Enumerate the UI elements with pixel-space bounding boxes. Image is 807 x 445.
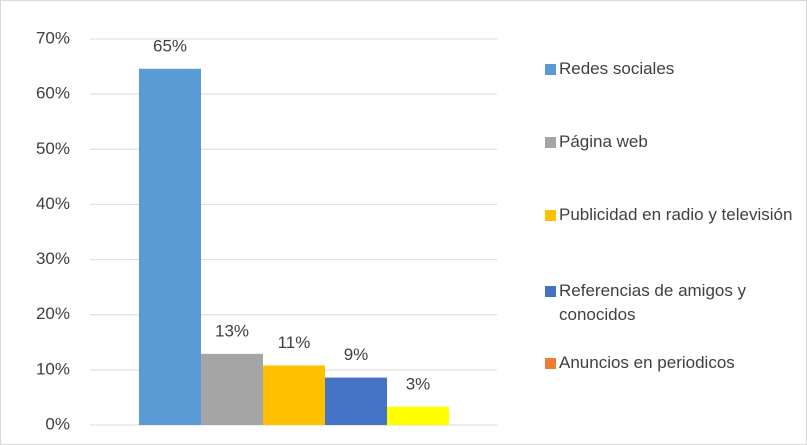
data-label: 65% [153, 36, 187, 55]
bar [263, 365, 325, 425]
legend-item: Referencias de amigos y conocidos [545, 279, 795, 327]
bar [325, 377, 387, 425]
y-tick-label: 30% [36, 249, 70, 268]
legend-swatch [545, 358, 556, 369]
y-tick-label: 50% [36, 139, 70, 158]
y-tick-label: 10% [36, 359, 70, 378]
data-label: 9% [344, 345, 369, 364]
bar [201, 353, 263, 425]
legend-label: Redes sociales [559, 59, 675, 78]
data-label: 11% [278, 333, 311, 352]
bar [139, 68, 201, 425]
y-tick-label: 0% [45, 414, 70, 433]
bar [387, 406, 449, 425]
y-tick-label: 40% [36, 194, 70, 213]
y-tick-label: 20% [36, 304, 70, 323]
legend-item: Publicidad en radio y televisión [545, 203, 795, 227]
data-label: 13% [215, 321, 249, 340]
legend-swatch [545, 64, 556, 75]
legend-item: Página web [545, 130, 795, 154]
legend-item: Anuncios en periodicos [545, 351, 795, 375]
legend-swatch [545, 137, 556, 148]
data-label: 3% [406, 374, 431, 393]
y-tick-label: 60% [36, 84, 70, 103]
legend-label: Anuncios en periodicos [559, 353, 735, 372]
legend-label: Publicidad en radio y televisión [559, 205, 793, 224]
legend-swatch [545, 286, 556, 297]
legend-label: Página web [559, 132, 648, 151]
y-tick-label: 70% [36, 28, 70, 47]
legend-label: Referencias de amigos y conocidos [559, 281, 747, 324]
legend-swatch [545, 210, 556, 221]
legend-item: Redes sociales [545, 57, 795, 81]
